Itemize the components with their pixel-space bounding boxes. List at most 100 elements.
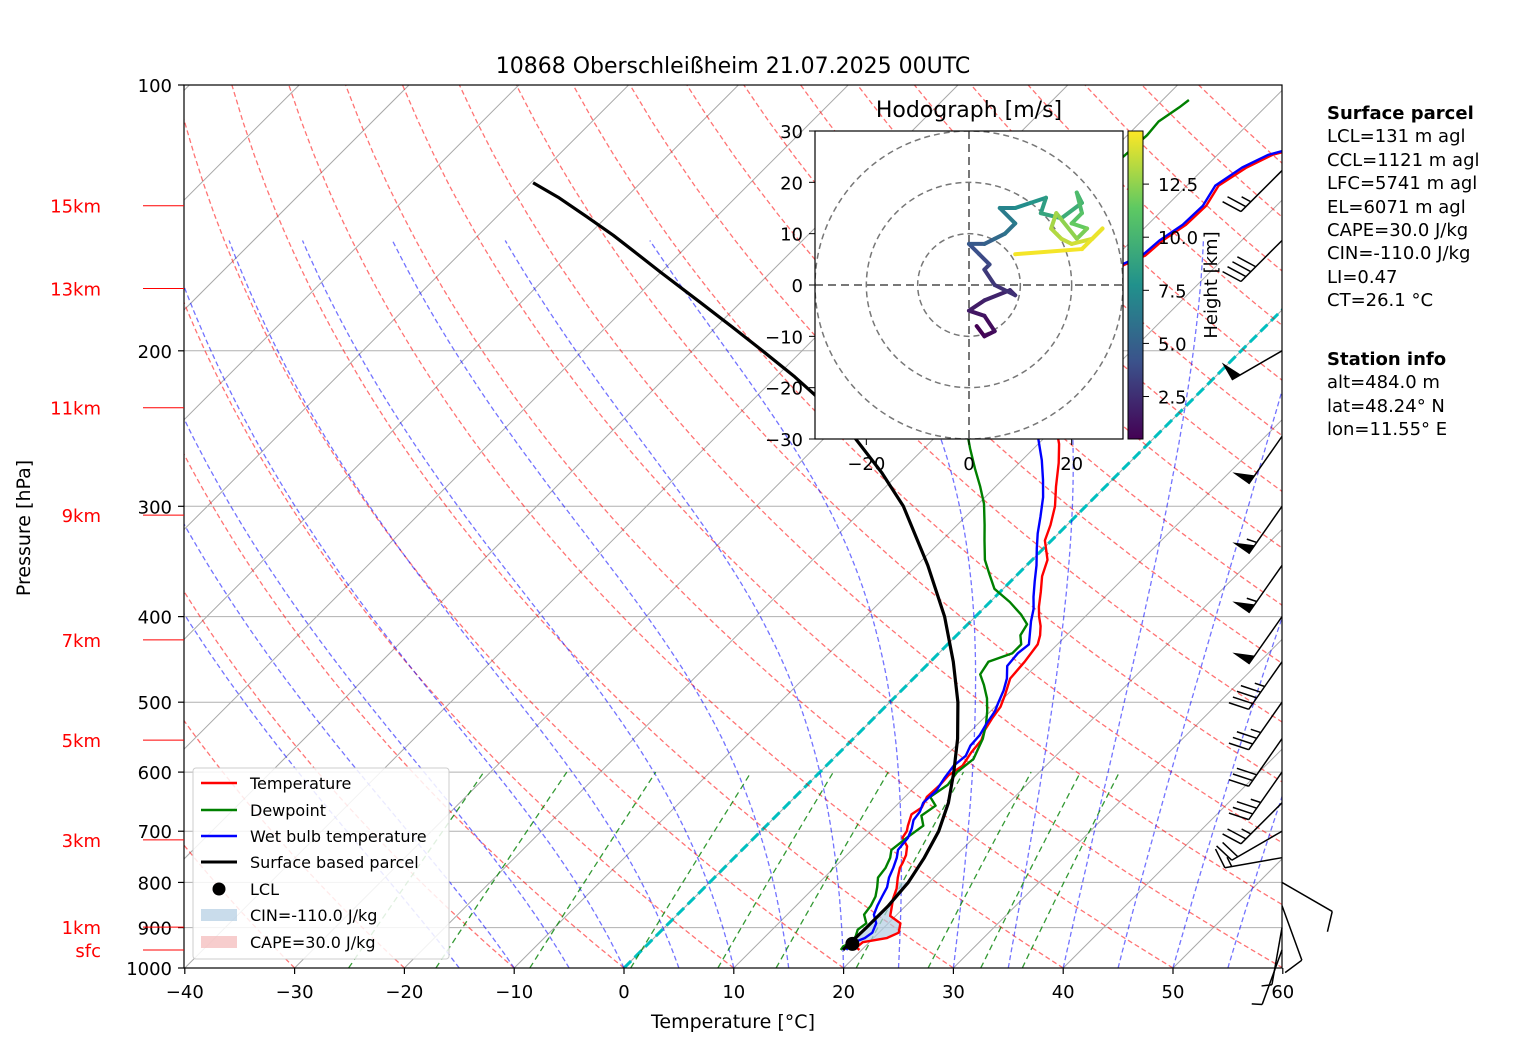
barb-pennant bbox=[1222, 362, 1241, 379]
hodograph-y-tick-label: 10 bbox=[780, 225, 803, 246]
wind-barb bbox=[1282, 906, 1302, 973]
hodograph-y-tick-label: −10 bbox=[765, 327, 803, 348]
x-axis-label: Temperature [°C] bbox=[650, 1011, 815, 1033]
y-tick-label: 400 bbox=[138, 608, 172, 629]
colorbar-tick-label: 10.0 bbox=[1158, 228, 1198, 249]
barb-shaft bbox=[1282, 882, 1332, 911]
height-label: 3km bbox=[62, 831, 101, 852]
moist-adiabat bbox=[505, 241, 843, 969]
mixing-ratio-line bbox=[436, 772, 567, 968]
barb-feather bbox=[1229, 780, 1249, 787]
legend-swatch-cin bbox=[201, 909, 237, 921]
barb-half-feather bbox=[1252, 1004, 1262, 1005]
surface-parcel-line: LI=0.47 bbox=[1327, 266, 1480, 289]
hodograph-y-tick-label: 30 bbox=[780, 122, 803, 143]
lcl-marker bbox=[845, 937, 859, 951]
wind-barb bbox=[1232, 565, 1282, 613]
colorbar-label: Height [km] bbox=[1201, 231, 1222, 338]
legend-label-cape: CAPE=30.0 J/kg bbox=[250, 933, 376, 952]
barb-half-feather bbox=[1251, 729, 1261, 732]
x-tick-label: 30 bbox=[942, 982, 965, 1003]
legend-label-lcl: LCL bbox=[250, 880, 279, 899]
legend-label-parcel: Surface based parcel bbox=[250, 853, 419, 872]
x-tick-label: −20 bbox=[385, 982, 423, 1003]
barb-half-feather bbox=[1247, 539, 1257, 542]
wind-barbs bbox=[1215, 171, 1332, 1005]
hodograph-x-tick-label: 0 bbox=[963, 454, 974, 475]
x-tick-label: 10 bbox=[722, 982, 745, 1003]
y-tick-label: 800 bbox=[138, 873, 172, 894]
colorbar-tick-label: 2.5 bbox=[1158, 388, 1187, 409]
y-tick-label: 500 bbox=[138, 693, 172, 714]
barb-feather bbox=[1233, 774, 1253, 781]
hodograph-y-tick-label: 0 bbox=[792, 276, 803, 297]
barb-shaft bbox=[1241, 240, 1282, 281]
barb-half-feather bbox=[1247, 598, 1257, 601]
legend-label-cin: CIN=-110.0 J/kg bbox=[250, 906, 377, 925]
station-info-header: Station info bbox=[1327, 348, 1447, 371]
barb-shaft bbox=[1249, 702, 1282, 750]
wind-barb bbox=[1222, 351, 1282, 380]
barb-feather bbox=[1237, 768, 1257, 775]
legend-label-dewpoint: Dewpoint bbox=[250, 801, 326, 820]
wind-barb bbox=[1215, 849, 1282, 868]
moist-adiabat bbox=[392, 241, 788, 969]
station-info: Station info alt=484.0 m lat=48.24° N lo… bbox=[1327, 348, 1447, 442]
height-label: 5km bbox=[62, 731, 101, 752]
wind-barb bbox=[1232, 617, 1282, 665]
barb-feather bbox=[1237, 732, 1257, 739]
legend-swatch-cape bbox=[201, 936, 237, 948]
surface-parcel-line: CIN=-110.0 J/kg bbox=[1327, 242, 1480, 265]
barb-half-feather bbox=[1242, 197, 1251, 202]
hodograph-x-tick-label: −20 bbox=[847, 454, 885, 475]
hodograph-y-tick-label: 20 bbox=[780, 173, 803, 194]
mixing-ratio-line bbox=[981, 772, 1081, 968]
height-label: 7km bbox=[62, 631, 101, 652]
barb-shaft bbox=[1241, 803, 1282, 844]
wind-barb bbox=[1229, 772, 1282, 820]
barb-feather bbox=[1233, 807, 1253, 814]
barb-feather bbox=[1327, 911, 1332, 931]
height-colorbar bbox=[1128, 131, 1143, 439]
surface-parcel-line: CCL=1121 m agl bbox=[1327, 149, 1480, 172]
mixing-ratio-line bbox=[928, 772, 1031, 968]
legend-label-temperature: Temperature bbox=[249, 774, 351, 793]
y-tick-label: 100 bbox=[138, 76, 172, 97]
x-tick-label: 40 bbox=[1052, 982, 1075, 1003]
y-tick-label: 600 bbox=[138, 763, 172, 784]
barb-pennant bbox=[1232, 653, 1254, 664]
hodograph-y-tick-label: −30 bbox=[765, 430, 803, 451]
x-tick-label: −10 bbox=[495, 982, 533, 1003]
barb-feather bbox=[1229, 703, 1249, 710]
barb-pennant bbox=[1232, 601, 1254, 612]
hodograph-title: Hodograph [m/s] bbox=[876, 98, 1062, 123]
hodograph-y-tick-label: −20 bbox=[765, 379, 803, 400]
surface-parcel-line: LFC=5741 m agl bbox=[1327, 172, 1480, 195]
colorbar-tick-label: 7.5 bbox=[1158, 281, 1187, 302]
height-label: 13km bbox=[50, 279, 101, 300]
surface-parcel-line: LCL=131 m agl bbox=[1327, 125, 1480, 148]
height-label: 15km bbox=[50, 197, 101, 218]
surface-parcel-line: EL=6071 m agl bbox=[1327, 196, 1480, 219]
x-tick-label: 0 bbox=[618, 982, 629, 1003]
x-tick-label: 60 bbox=[1271, 982, 1294, 1003]
barb-half-feather bbox=[1251, 799, 1261, 802]
station-info-line: alt=484.0 m bbox=[1327, 371, 1447, 394]
chart-title: 10868 Oberschleißheim 21.07.2025 00UTC bbox=[496, 54, 971, 79]
height-label: 9km bbox=[62, 506, 101, 527]
surface-parcel-header: Surface parcel bbox=[1327, 102, 1480, 125]
mixing-ratio-line bbox=[631, 772, 751, 968]
mixing-ratio-line bbox=[718, 772, 833, 968]
wind-barb bbox=[1223, 803, 1282, 844]
y-tick-label: 900 bbox=[138, 919, 172, 940]
surface-parcel-info: Surface parcel LCL=131 m agl CCL=1121 m … bbox=[1327, 102, 1480, 313]
y-tick-label: 200 bbox=[138, 342, 172, 363]
barb-shaft bbox=[1241, 171, 1282, 212]
x-tick-label: −30 bbox=[276, 982, 314, 1003]
barb-feather bbox=[1237, 802, 1257, 809]
height-label: sfc bbox=[75, 941, 101, 962]
surface-parcel-line: CT=26.1 °C bbox=[1327, 289, 1480, 312]
hodograph-x-tick-label: 20 bbox=[1060, 454, 1083, 475]
legend-label-wetbulb: Wet bulb temperature bbox=[250, 827, 427, 846]
